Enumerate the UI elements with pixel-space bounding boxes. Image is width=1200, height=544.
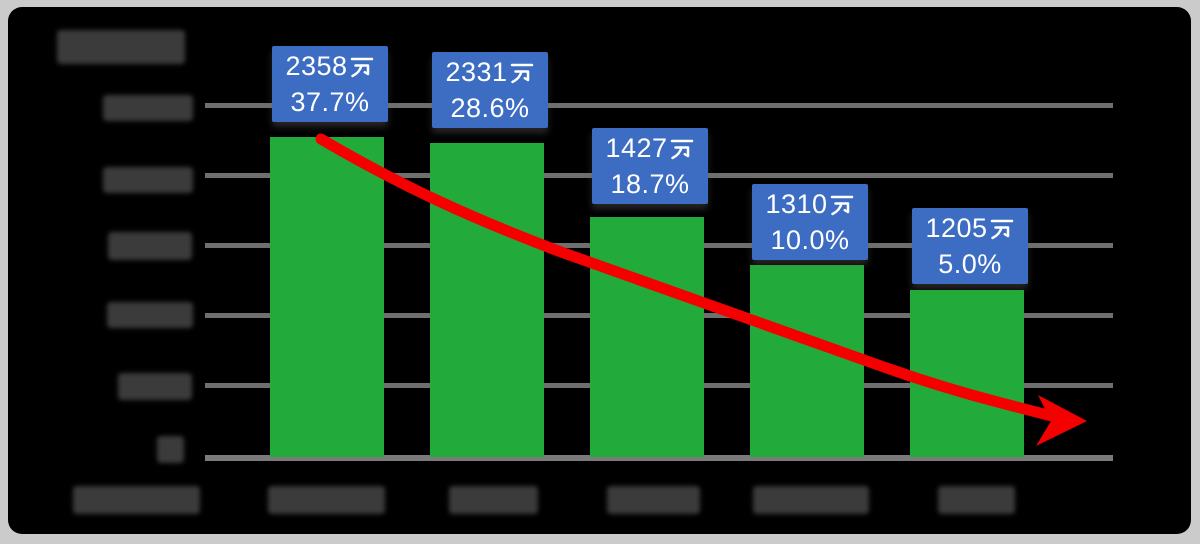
x-axis-line — [205, 455, 1113, 461]
bar-4 — [750, 265, 864, 457]
callout-percent: 18.7% — [610, 169, 690, 199]
x-tick-label-redacted — [753, 486, 869, 514]
y-tick-label-redacted — [157, 436, 184, 463]
value-callout: 2358 37.7% — [272, 46, 388, 122]
wan-character — [830, 195, 853, 216]
bar-1 — [270, 137, 384, 457]
value-callout: 2331 28.6% — [432, 52, 548, 128]
wan-character — [670, 139, 693, 160]
value-callout: 1310 10.0% — [752, 184, 868, 260]
x-axis-corner-label-redacted — [73, 486, 200, 514]
callout-value-number: 1205 — [925, 213, 988, 243]
value-callout: 1205 5.0% — [912, 208, 1028, 284]
y-tick-label-redacted — [118, 373, 192, 400]
callout-value-number: 1310 — [765, 189, 828, 219]
callout-percent: 5.0% — [938, 249, 1002, 279]
trend-arrowhead-icon — [1036, 395, 1087, 446]
gridline — [205, 103, 1113, 108]
value-callout: 1427 18.7% — [592, 128, 708, 204]
callout-percent: 10.0% — [770, 225, 850, 255]
callout-percent: 37.7% — [290, 87, 370, 117]
x-tick-label-redacted — [268, 486, 385, 514]
callout-percent: 28.6% — [450, 93, 530, 123]
callout-value: 1310 — [765, 186, 854, 222]
bar-3 — [590, 217, 704, 457]
y-tick-label-redacted — [103, 95, 193, 121]
y-tick-label-redacted — [103, 167, 193, 193]
y-tick-label-redacted — [107, 302, 193, 328]
y-tick-label-redacted — [108, 232, 192, 260]
wan-character — [990, 219, 1013, 240]
bar-5 — [910, 290, 1024, 457]
wan-character — [510, 63, 533, 84]
x-tick-label-redacted — [938, 486, 1015, 514]
x-tick-label-redacted — [449, 486, 538, 514]
chart-title-redacted — [57, 30, 185, 64]
callout-value-number: 2331 — [445, 57, 508, 87]
callout-value-number: 2358 — [285, 51, 348, 81]
bar-2 — [430, 143, 544, 457]
wan-character — [350, 57, 373, 78]
x-tick-label-redacted — [607, 486, 700, 514]
callout-value: 1427 — [605, 130, 694, 166]
callout-value: 1205 — [925, 210, 1014, 246]
callout-value-number: 1427 — [605, 133, 668, 163]
callout-value: 2331 — [445, 54, 534, 90]
callout-value: 2358 — [285, 48, 374, 84]
